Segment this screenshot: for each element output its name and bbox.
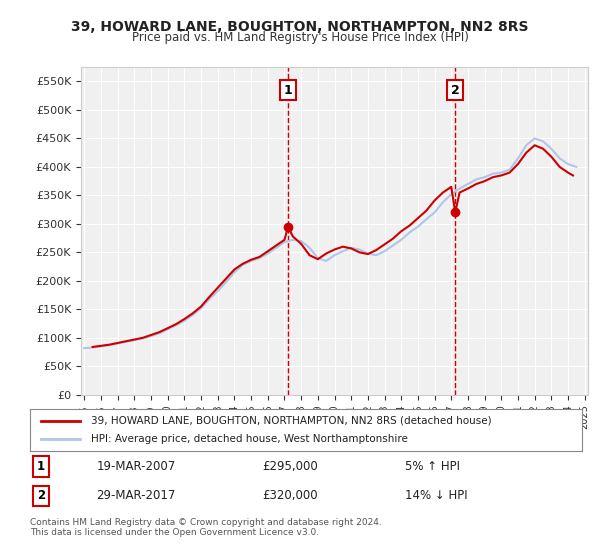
Text: 29-MAR-2017: 29-MAR-2017 (96, 489, 176, 502)
Text: 2: 2 (451, 83, 460, 97)
Text: Contains HM Land Registry data © Crown copyright and database right 2024.
This d: Contains HM Land Registry data © Crown c… (30, 518, 382, 538)
Text: 14% ↓ HPI: 14% ↓ HPI (406, 489, 468, 502)
Text: 1: 1 (284, 83, 293, 97)
Text: 19-MAR-2007: 19-MAR-2007 (96, 460, 175, 473)
Text: 5% ↑ HPI: 5% ↑ HPI (406, 460, 460, 473)
Text: 2: 2 (37, 489, 45, 502)
Text: HPI: Average price, detached house, West Northamptonshire: HPI: Average price, detached house, West… (91, 434, 407, 444)
Text: Price paid vs. HM Land Registry's House Price Index (HPI): Price paid vs. HM Land Registry's House … (131, 31, 469, 44)
Text: 39, HOWARD LANE, BOUGHTON, NORTHAMPTON, NN2 8RS: 39, HOWARD LANE, BOUGHTON, NORTHAMPTON, … (71, 20, 529, 34)
Text: 39, HOWARD LANE, BOUGHTON, NORTHAMPTON, NN2 8RS (detached house): 39, HOWARD LANE, BOUGHTON, NORTHAMPTON, … (91, 416, 491, 426)
Text: £320,000: £320,000 (262, 489, 317, 502)
Text: 1: 1 (37, 460, 45, 473)
Text: £295,000: £295,000 (262, 460, 317, 473)
